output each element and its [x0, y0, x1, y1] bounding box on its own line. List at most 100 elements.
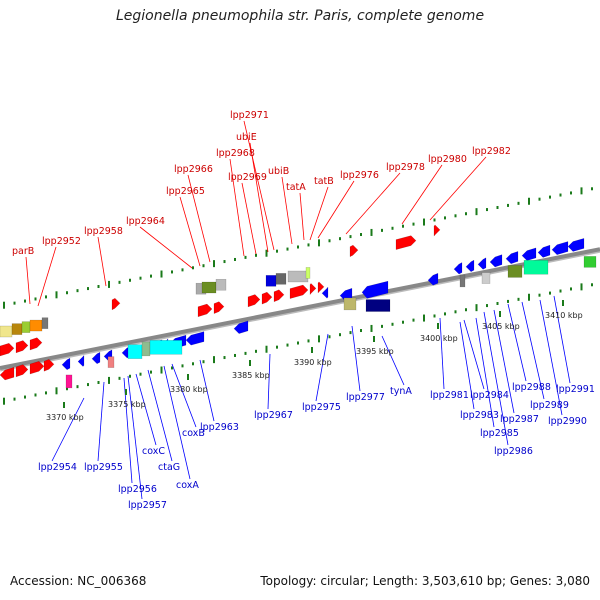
reverse-gene — [459, 274, 466, 288]
reverse-gene-label: lpp2956 — [118, 484, 157, 495]
forward-gene — [11, 323, 23, 335]
kbp-tick-label: 3405 kbp — [482, 322, 520, 331]
forward-tick-dot — [496, 205, 499, 209]
forward-gene — [197, 303, 213, 318]
reverse-gene-label: lpp2955 — [84, 462, 123, 473]
reverse-tick-dot — [139, 372, 142, 376]
forward-tick-dot — [307, 243, 310, 247]
reverse-leader-line — [135, 373, 157, 446]
reverse-tick-dot — [559, 289, 562, 293]
reverse-gene-label: coxC — [142, 446, 165, 457]
kbp-tick-labels: 3370 kbp 3375 kbp 3380 kbp 3385 kbp 3390 kbp… — [46, 300, 583, 422]
reverse-gene — [523, 259, 549, 275]
forward-gene-label: lpp2958 — [84, 226, 123, 237]
reverse-gene-label: lpp2983 — [460, 410, 499, 421]
reverse-tick-dot — [538, 293, 541, 297]
reverse-gene-label: lpp2981 — [430, 390, 469, 401]
kbp-tick-label: 3375 kbp — [108, 400, 146, 409]
reverse-tick-dot — [297, 341, 299, 345]
reverse-gene — [127, 344, 143, 359]
kbp-tick-label: 3385 kbp — [232, 371, 270, 380]
reverse-gene — [365, 299, 391, 312]
reverse-leader-line — [123, 377, 133, 484]
reverse-gene — [43, 359, 55, 372]
forward-tick-dot — [265, 249, 268, 257]
reverse-tick-dot — [265, 345, 268, 353]
reverse-tick-dot — [465, 308, 467, 312]
forward-gene — [287, 270, 309, 283]
reverse-gene — [453, 262, 463, 275]
forward-gene — [29, 319, 43, 332]
reverse-leader-line — [463, 319, 485, 390]
forward-tick-dot — [412, 222, 415, 226]
reverse-tick-dot — [433, 314, 436, 318]
forward-leader-line — [241, 182, 257, 255]
reverse-leader-line — [97, 381, 105, 462]
reverse-leader-line — [553, 295, 571, 384]
forward-tick-dot — [339, 237, 341, 241]
reverse-leader-line — [507, 303, 527, 382]
reverse-gene — [185, 331, 205, 346]
reverse-gene — [567, 238, 585, 252]
forward-tick-dot — [213, 260, 215, 268]
forward-tick-dot — [192, 266, 194, 270]
forward-tick-dot — [444, 216, 446, 220]
reverse-gene — [361, 280, 389, 299]
forward-tick-dot — [454, 214, 457, 218]
reverse-tick-dot — [496, 301, 499, 305]
reverse-tick-dot — [307, 339, 310, 343]
reverse-tick-dot — [234, 353, 236, 357]
forward-gene — [275, 273, 287, 285]
reverse-tick-dot — [45, 391, 47, 395]
reverse-gene — [465, 259, 475, 273]
reverse-tick-dot — [192, 362, 194, 366]
reverse-leader-line — [459, 321, 475, 410]
reverse-gene-label: lpp2987 — [500, 414, 539, 425]
forward-tick-dot — [475, 208, 478, 216]
forward-tick-dot — [402, 224, 404, 228]
forward-leader-line — [37, 246, 57, 307]
reverse-tick-dot — [370, 324, 373, 332]
forward-tick-dot — [465, 212, 467, 216]
forward-tick-dot — [559, 193, 562, 197]
reverse-tick-dot — [286, 343, 289, 347]
reverse-gene — [107, 356, 115, 368]
reverse-tick-dot — [171, 366, 173, 370]
reverse-tick-dot — [97, 380, 100, 384]
backbone-line — [0, 247, 600, 370]
forward-leader-line — [25, 256, 31, 305]
forward-tick-dot — [139, 276, 142, 280]
reverse-gene — [489, 254, 503, 268]
forward-gene — [349, 244, 359, 258]
forward-leader-line — [243, 120, 275, 251]
forward-tick-dot — [570, 191, 572, 195]
reverse-gene — [481, 272, 491, 284]
forward-leader-line — [309, 186, 329, 241]
reverse-leader-line — [521, 301, 545, 400]
reverse-tick-dot — [76, 385, 79, 389]
reverse-tick-dot — [3, 397, 5, 405]
forward-gene-label: parB — [12, 246, 34, 257]
forward-gene — [261, 291, 273, 305]
reverse-gene — [0, 366, 15, 381]
reverse-gene-label: lpp2989 — [530, 400, 569, 411]
forward-gene — [29, 337, 43, 351]
reverse-gene — [583, 256, 597, 268]
reverse-tick-dot — [517, 297, 520, 301]
reverse-tick-dot — [150, 370, 152, 374]
reverse-gene — [551, 241, 569, 255]
reverse-gene-label: lpp2990 — [548, 416, 587, 427]
kbp-tick-label: 3370 kbp — [46, 413, 84, 422]
forward-leader-line — [187, 174, 211, 263]
forward-gene-label: tatB — [314, 176, 334, 187]
forward-tick-dot — [328, 239, 331, 243]
forward-gene — [21, 321, 31, 333]
reverse-gene-label: lpp2985 — [480, 428, 519, 439]
reverse-tick-dot — [202, 360, 205, 364]
forward-gene-label: lpp2982 — [472, 146, 511, 157]
forward-tick-dot — [486, 208, 488, 212]
forward-gene-label: tatA — [286, 182, 306, 193]
reverse-gene — [15, 364, 29, 378]
reverse-leader-line — [539, 299, 563, 416]
forward-tick-dot — [202, 264, 205, 268]
